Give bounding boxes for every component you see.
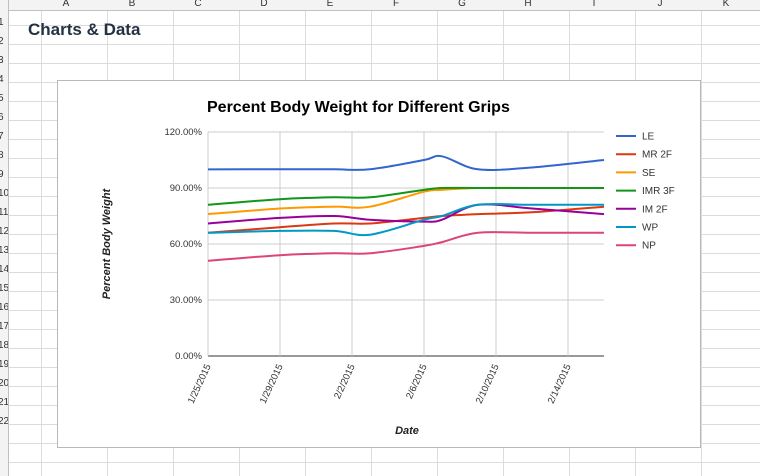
legend-label-le: LE [642,132,655,143]
x-tick-label: 1/29/2015 [258,363,286,406]
legend-label-wp: WP [642,223,658,234]
y-axis-ticks: 0.00% 30.00% 60.00% 90.00% 120.00% [164,127,202,362]
column-header-a[interactable]: A [62,0,70,9]
column-header-h[interactable]: H [524,0,532,9]
row-header-16[interactable]: 16 [0,302,9,313]
row-header-3[interactable]: 3 [0,55,8,67]
series-line-np [207,231,604,262]
column-header-bar: A B C D E F G H I J K [0,0,760,11]
series-line-wp [207,202,604,237]
x-tick-label: 2/10/2015 [474,363,502,406]
y-axis-title: Percent Body Weight [101,187,113,299]
row-header-12[interactable]: 12 [0,226,9,237]
y-tick-label: 90.00% [170,183,203,194]
row-header-6[interactable]: 6 [0,112,8,124]
x-tick-label: 1/25/2015 [186,363,214,406]
y-tick-label: 60.00% [170,239,203,250]
row-header-9[interactable]: 9 [0,169,8,181]
row-header-bar: 12345678910111213141516171819202122 [0,0,9,476]
row-header-10[interactable]: 10 [0,188,9,199]
x-axis-title: Date [395,425,419,437]
column-header-c[interactable]: C [194,0,202,9]
legend-label-se: SE [642,168,656,179]
series-line-imr-3f [207,186,604,206]
column-header-b[interactable]: B [128,0,136,9]
y-tick-label: 0.00% [175,351,202,362]
row-header-5[interactable]: 5 [0,93,8,105]
y-tick-label: 30.00% [170,295,203,306]
embedded-chart[interactable]: Percent Body Weight for Different Grips … [57,80,701,448]
x-tick-label: 2/6/2015 [404,363,430,401]
x-axis-ticks: 1/25/2015 1/29/2015 2/2/2015 2/6/2015 2/10/2… [186,363,574,406]
series-line-le [207,154,605,172]
row-header-17[interactable]: 17 [0,321,9,332]
row-header-18[interactable]: 18 [0,340,9,351]
row-header-13[interactable]: 13 [0,245,9,256]
row-header-22[interactable]: 22 [0,416,9,427]
legend-label-mr-2f: MR 2F [642,150,672,161]
column-header-g[interactable]: G [458,0,466,9]
row-header-11[interactable]: 11 [0,207,9,218]
row-header-20[interactable]: 20 [0,378,9,389]
row-header-2[interactable]: 2 [0,36,8,48]
x-tick-label: 2/2/2015 [332,363,358,401]
row-header-19[interactable]: 19 [0,359,9,370]
chart-title: Percent Body Weight for Different Grips [207,99,510,116]
column-header-d[interactable]: D [260,0,268,9]
row-header-21[interactable]: 21 [0,397,9,408]
legend-label-imr-3f: IMR 3F [642,186,675,197]
row-header-8[interactable]: 8 [0,150,8,162]
series-line-mr-2f [207,205,605,234]
column-header-f[interactable]: F [392,0,400,9]
column-header-i[interactable]: I [592,0,596,9]
sheet-title-cell[interactable]: Charts & Data [28,20,141,39]
legend-label-im-2f: IM 2F [642,204,668,215]
row-header-1[interactable]: 1 [0,17,8,29]
y-tick-label: 120.00% [164,127,202,138]
row-header-4[interactable]: 4 [0,74,8,86]
series-line-im-2f [207,203,605,225]
x-tick-label: 2/14/2015 [546,363,574,406]
legend-label-np: NP [642,241,656,252]
column-header-j[interactable]: J [657,0,663,9]
column-header-k[interactable]: K [722,0,730,9]
line-chart: Percent Body Weight for Different Grips … [101,99,675,437]
chart-legend: LE MR 2F SE IMR 3F IM 2F WP NP [616,132,675,252]
column-header-e[interactable]: E [326,0,334,9]
row-header-14[interactable]: 14 [0,264,9,275]
chart-series [207,154,605,262]
row-header-7[interactable]: 7 [0,131,8,143]
row-header-15[interactable]: 15 [0,283,9,294]
